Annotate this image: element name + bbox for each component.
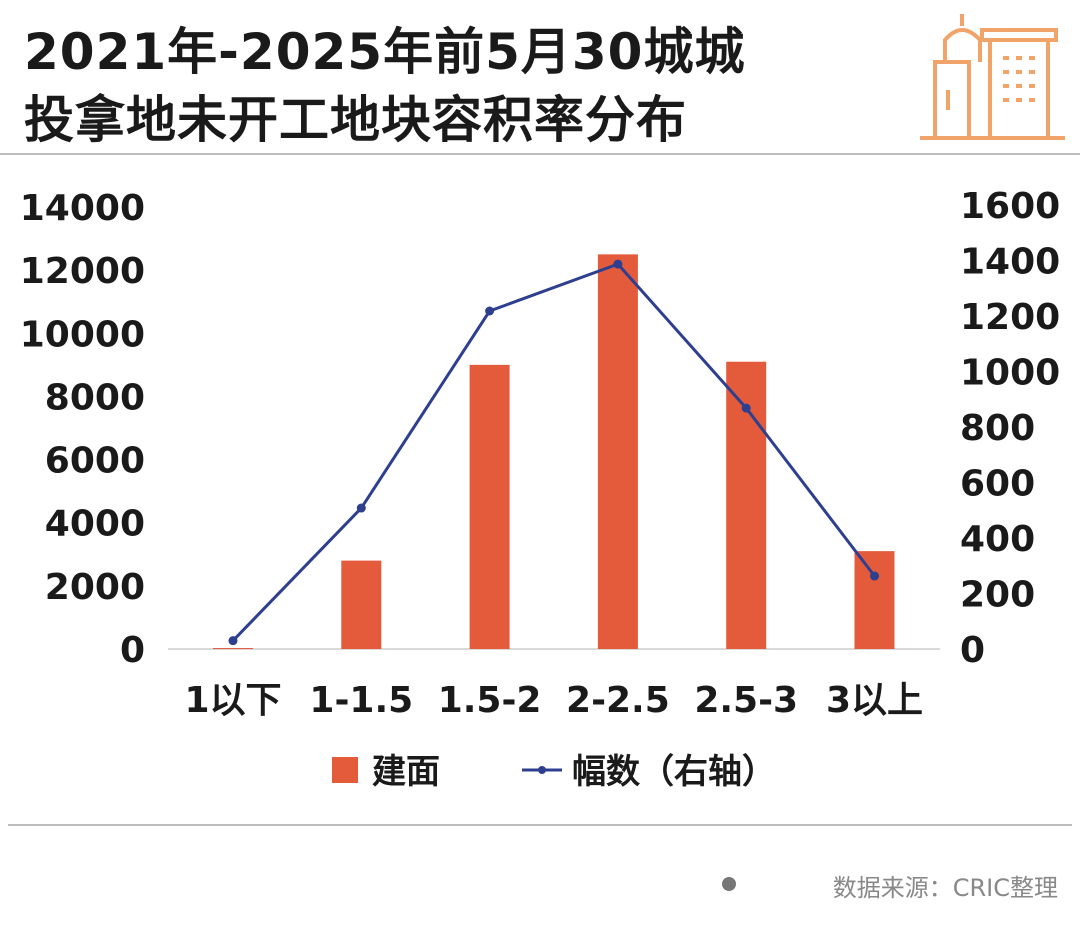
- right-axis-tick: 800: [960, 408, 1035, 449]
- left-axis-tick: 6000: [45, 441, 145, 482]
- chart-title-line2: 投拿地未开工地块容积率分布: [24, 91, 687, 149]
- line-point: [870, 571, 879, 581]
- right-axis-tick: 400: [960, 519, 1035, 560]
- bar: [597, 254, 638, 649]
- right-axis-tick: 600: [960, 464, 1035, 505]
- header-divider: [0, 153, 1080, 155]
- line-point: [356, 503, 366, 513]
- right-axis-tick: 1400: [960, 242, 1060, 283]
- right-axis-tick: 1600: [960, 186, 1060, 227]
- legend-bar-swatch: [332, 757, 358, 783]
- left-axis-tick: 2000: [45, 567, 145, 608]
- legend: 建面 幅数（右轴）: [332, 752, 776, 792]
- x-axis-tick: 3以上: [826, 680, 923, 721]
- right-axis-tick: 1200: [960, 297, 1060, 338]
- bar: [213, 648, 253, 650]
- x-axis-tick: 2-2.5: [566, 680, 670, 721]
- legend-line-marker: [538, 766, 546, 774]
- right-axis-tick: 200: [960, 575, 1035, 616]
- legend-bar-label: 建面: [372, 752, 440, 792]
- left-axis-tick: 0: [120, 630, 145, 671]
- x-axis-tick: 2.5-3: [694, 680, 798, 721]
- left-axis-tick: 4000: [45, 504, 145, 545]
- line-series: [231, 262, 876, 642]
- left-axis-tick: 14000: [20, 188, 145, 229]
- bar: [341, 560, 382, 649]
- line-point: [485, 306, 495, 316]
- chart-title-line1: 2021年-2025年前5月30城城: [24, 23, 746, 81]
- right-axis-tick: 0: [960, 630, 985, 671]
- line-point: [741, 403, 751, 413]
- right-axis-tick: 1000: [960, 353, 1060, 394]
- footer-divider: [8, 824, 1072, 826]
- buildings-icon: [920, 14, 1065, 140]
- left-axis-tick: 12000: [20, 251, 145, 292]
- left-axis-tick: 8000: [45, 377, 145, 418]
- line-point: [228, 636, 238, 646]
- left-axis-tick: 10000: [20, 314, 145, 355]
- x-axis-tick: 1.5-2: [438, 680, 542, 721]
- bar: [854, 551, 895, 649]
- source-bullet-icon: [722, 877, 736, 891]
- x-axis-tick: 1以下: [184, 680, 281, 721]
- x-axis-tick: 1-1.5: [309, 680, 413, 721]
- legend-line-label: 幅数（右轴）: [572, 752, 776, 792]
- source-note: 数据来源：CRIC整理: [832, 874, 1058, 902]
- line-point: [613, 259, 623, 269]
- bar: [469, 364, 510, 649]
